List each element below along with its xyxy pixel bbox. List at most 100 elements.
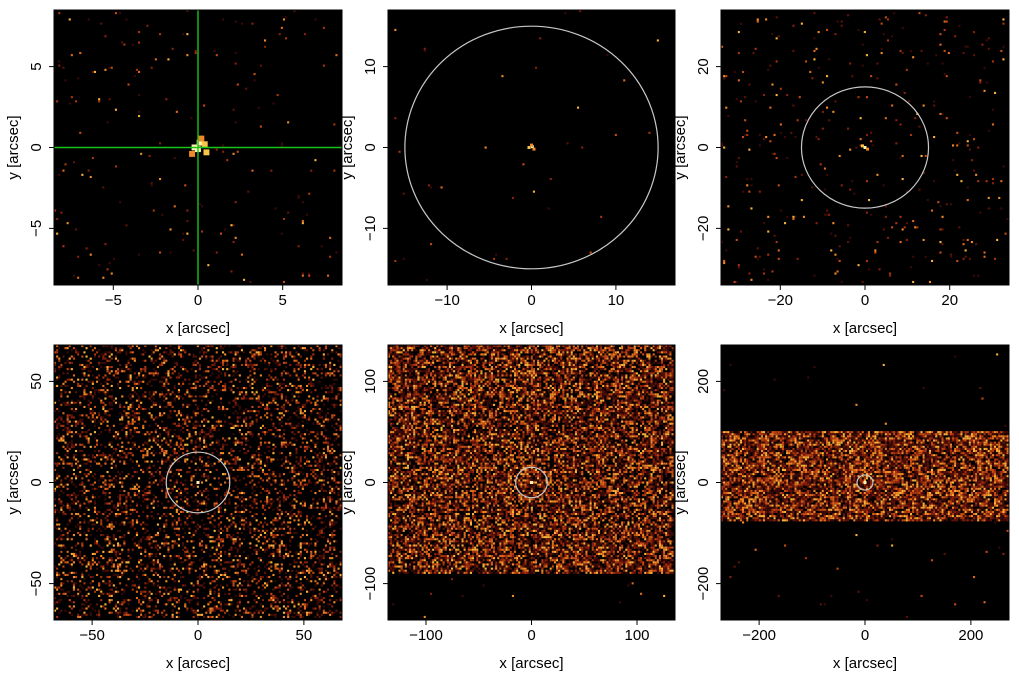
count-pixel: [266, 384, 269, 387]
count-pixel: [219, 424, 222, 427]
count-pixel: [291, 508, 294, 511]
count-pixel: [285, 443, 288, 446]
count-pixel: [188, 378, 191, 381]
count-pixel: [857, 264, 860, 267]
count-pixel: [140, 540, 143, 543]
count-pixel: [285, 584, 288, 587]
count-pixel: [259, 353, 262, 356]
count-pixel: [56, 477, 59, 480]
count-pixel: [224, 508, 227, 511]
count-pixel: [66, 487, 69, 490]
count-pixel: [70, 479, 73, 482]
count-pixel: [297, 363, 300, 366]
count-pixel: [274, 601, 277, 604]
count-pixel: [68, 378, 71, 381]
count-pixel: [251, 422, 254, 425]
count-pixel: [68, 420, 71, 423]
count-pixel: [228, 368, 231, 371]
count-pixel: [931, 259, 934, 262]
count-pixel: [72, 588, 75, 591]
count-pixel: [293, 357, 296, 360]
count-pixel: [270, 368, 273, 371]
count-pixel: [287, 389, 290, 392]
count-pixel: [119, 552, 122, 555]
count-pixel: [750, 207, 753, 210]
count-pixel: [249, 280, 252, 283]
y-axis-label: y [arcsec]: [339, 115, 356, 179]
count-pixel: [234, 399, 237, 402]
count-pixel: [228, 437, 231, 440]
count-pixel: [251, 479, 254, 482]
count-pixel: [247, 410, 250, 413]
count-pixel: [278, 504, 281, 507]
count-pixel: [180, 523, 183, 526]
count-pixel: [93, 420, 96, 423]
count-pixel: [299, 544, 302, 547]
count-pixel: [173, 496, 176, 499]
count-pixel: [72, 380, 75, 383]
count-pixel: [192, 450, 195, 453]
count-pixel: [54, 508, 57, 511]
count-pixel: [117, 542, 120, 545]
count-pixel: [146, 382, 149, 385]
count-pixel: [163, 454, 166, 457]
count-pixel: [93, 389, 96, 392]
count-pixel: [276, 508, 279, 511]
count-pixel: [215, 494, 218, 497]
count-pixel: [171, 435, 174, 438]
count-pixel: [247, 584, 250, 587]
count-pixel: [129, 422, 132, 425]
count-pixel: [150, 510, 153, 513]
count-pixel: [173, 410, 176, 413]
count-pixel: [54, 504, 57, 507]
count-pixel: [184, 559, 187, 562]
count-pixel: [159, 471, 162, 474]
count-pixel: [232, 366, 235, 369]
count-pixel: [257, 468, 260, 471]
count-pixel: [245, 418, 248, 421]
count-pixel: [192, 531, 195, 534]
count-pixel: [75, 422, 78, 425]
count-pixel: [230, 270, 233, 273]
count-pixel: [66, 395, 69, 398]
count-pixel: [142, 380, 145, 383]
count-pixel: [234, 401, 237, 404]
count-pixel: [192, 477, 195, 480]
count-pixel: [66, 462, 69, 465]
count-pixel: [272, 475, 275, 478]
count-pixel: [165, 613, 168, 616]
count-pixel: [276, 548, 279, 551]
count-pixel: [285, 422, 288, 425]
count-pixel: [186, 498, 189, 501]
count-pixel: [177, 508, 180, 511]
count-pixel: [303, 607, 306, 610]
count-pixel: [66, 418, 69, 421]
count-pixel: [222, 363, 225, 366]
count-pixel: [171, 515, 174, 518]
count-pixel: [278, 601, 281, 604]
count-pixel: [131, 357, 134, 360]
count-pixel: [230, 548, 233, 551]
count-pixel: [133, 412, 136, 415]
count-pixel: [224, 443, 227, 446]
count-pixel: [918, 125, 921, 128]
count-pixel: [75, 502, 78, 505]
count-pixel: [148, 498, 151, 501]
count-pixel: [301, 563, 304, 566]
count-pixel: [121, 603, 124, 606]
count-pixel: [165, 542, 168, 545]
count-pixel: [261, 468, 264, 471]
count-pixel: [68, 447, 71, 450]
count-pixel: [117, 368, 120, 371]
count-pixel: [744, 96, 747, 99]
count-pixel: [161, 489, 164, 492]
count-pixel: [257, 351, 260, 354]
count-pixel: [201, 447, 204, 450]
count-pixel: [266, 353, 269, 356]
count-pixel: [217, 460, 220, 463]
count-pixel: [301, 405, 304, 408]
count-pixel: [213, 477, 216, 480]
count-pixel: [182, 561, 185, 564]
count-pixel: [222, 437, 225, 440]
count-pixel: [987, 47, 990, 50]
